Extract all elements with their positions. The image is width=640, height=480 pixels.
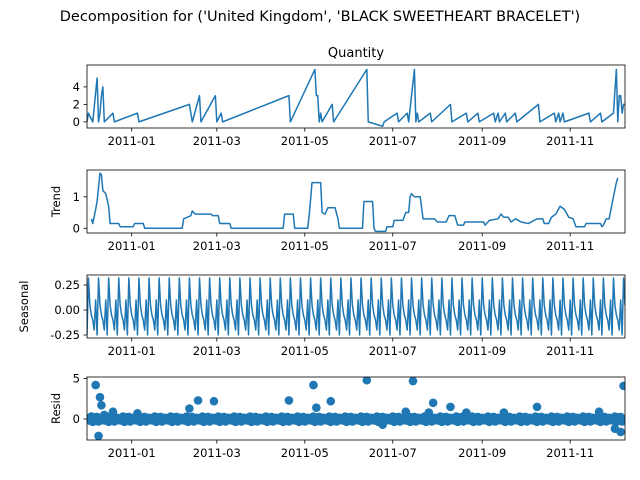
resid-outlier-point — [619, 381, 625, 391]
resid-outlier-point — [100, 410, 109, 420]
resid-outlier-point — [91, 380, 100, 390]
y-tick-label: 0.00 — [54, 303, 80, 317]
y-tick-label: 5 — [73, 372, 80, 386]
panel-3: 2011-01 2011-03 2011-05 2011-07 2011-09 2011-… — [17, 274, 626, 358]
y-tick-label: 0 — [73, 221, 80, 235]
x-tick-label: 2011-03 — [193, 134, 241, 148]
panel-1: 2011-01 2011-03 2011-05 2011-07 2011-09 2011-… — [73, 46, 626, 148]
panel-4: 2011-01 2011-03 2011-05 2011-07 2011-09 2011-… — [49, 372, 626, 460]
x-tick-label: 2011-09 — [458, 344, 506, 358]
x-tick-label: 2011-01 — [108, 134, 156, 148]
resid-outlier-point — [378, 420, 387, 429]
y-tick-label: 0 — [73, 412, 80, 426]
x-tick-label: 2011-11 — [546, 239, 594, 253]
x-tick-label: 2011-01 — [108, 446, 156, 460]
resid-outlier-point — [108, 407, 118, 417]
resid-outlier-point — [185, 404, 194, 413]
plot-area — [87, 68, 625, 127]
resid-outlier-point — [97, 400, 106, 410]
series-line — [87, 68, 625, 127]
x-tick-label: 2011-05 — [281, 134, 329, 148]
resid-point — [619, 414, 625, 424]
x-tick-label: 2011-07 — [369, 239, 417, 253]
resid-outlier-point — [193, 396, 203, 405]
axes-frame — [86, 64, 626, 129]
subplot-panels: 2011-01 2011-03 2011-05 2011-07 2011-09 2011-… — [17, 46, 626, 460]
x-tick-label: 2011-07 — [369, 344, 417, 358]
resid-outlier-point — [462, 408, 471, 417]
resid-outlier-point — [312, 403, 321, 412]
x-tick-label: 2011-05 — [281, 446, 329, 460]
resid-outlier-point — [446, 402, 455, 412]
x-tick-label: 2011-11 — [546, 344, 594, 358]
x-tick-label: 2011-03 — [193, 446, 241, 460]
resid-outlier-point — [362, 377, 372, 385]
resid-outlier-point — [209, 396, 219, 406]
resid-outlier-point — [532, 402, 542, 412]
plot-area — [87, 377, 625, 440]
x-tick-label: 2011-01 — [108, 239, 156, 253]
resid-outlier-point — [87, 412, 96, 421]
y-tick-label: 2 — [73, 97, 80, 111]
resid-outlier-point — [408, 377, 418, 386]
seasonal-line — [87, 277, 625, 336]
resid-outlier-point — [594, 407, 604, 417]
panel-2: 2011-01 2011-03 2011-05 2011-07 2011-09 2011-… — [49, 169, 626, 253]
plot-area — [90, 172, 619, 233]
x-tick-label: 2011-01 — [108, 344, 156, 358]
resid-outlier-point — [428, 398, 438, 408]
figure-suptitle: Decomposition for ('United Kingdom', 'BL… — [60, 9, 580, 25]
y-axis-label: Resid — [49, 393, 63, 424]
resid-outlier-point — [94, 431, 103, 440]
resid-outlier-point — [424, 408, 434, 417]
x-tick-label: 2011-05 — [281, 239, 329, 253]
x-tick-label: 2011-03 — [193, 344, 241, 358]
series-line — [90, 172, 619, 233]
y-tick-label: 0.25 — [54, 278, 80, 292]
x-tick-label: 2011-05 — [281, 344, 329, 358]
x-tick-label: 2011-09 — [458, 239, 506, 253]
axes-frame — [86, 274, 626, 339]
x-tick-label: 2011-11 — [546, 446, 594, 460]
x-tick-label: 2011-09 — [458, 446, 506, 460]
y-tick-label: -0.25 — [50, 328, 80, 342]
x-tick-label: 2011-11 — [546, 134, 594, 148]
y-tick-label: 1 — [73, 190, 80, 204]
y-tick-label: 0 — [73, 115, 80, 129]
resid-outlier-point — [326, 396, 336, 406]
y-axis-label: Seasonal — [17, 281, 31, 333]
axes-frame — [86, 169, 626, 234]
x-tick-label: 2011-07 — [369, 134, 417, 148]
x-tick-label: 2011-09 — [458, 134, 506, 148]
resid-outlier-point — [616, 427, 625, 437]
x-tick-label: 2011-03 — [193, 239, 241, 253]
axes-frame — [86, 376, 626, 441]
resid-outlier-point — [284, 396, 294, 405]
x-tick-label: 2011-07 — [369, 446, 417, 460]
resid-outlier-point — [499, 408, 509, 417]
resid-outlier-point — [133, 409, 142, 418]
panel-title: Quantity — [328, 46, 384, 61]
resid-outlier-point — [401, 407, 411, 417]
y-axis-label: Trend — [49, 186, 63, 218]
resid-outlier-point — [309, 380, 318, 390]
y-tick-label: 4 — [73, 80, 80, 94]
resid-outlier-point — [95, 392, 105, 402]
plot-area — [87, 277, 625, 336]
